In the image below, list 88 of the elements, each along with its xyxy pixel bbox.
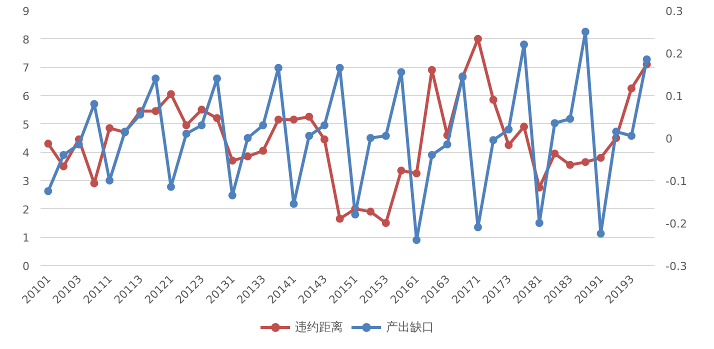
point	[351, 210, 360, 218]
point	[244, 152, 252, 160]
point	[198, 121, 206, 130]
y-tick-label: 0	[22, 260, 30, 273]
point	[627, 84, 636, 92]
point	[336, 214, 344, 223]
point	[166, 182, 175, 191]
point	[228, 156, 236, 165]
point	[581, 28, 590, 36]
point	[259, 146, 268, 155]
point	[336, 64, 344, 72]
point	[366, 134, 375, 142]
point	[520, 40, 528, 48]
point	[596, 230, 605, 238]
point	[290, 116, 298, 124]
point	[535, 219, 544, 227]
point	[642, 55, 651, 64]
legend-label: 违约距离	[295, 318, 343, 336]
point	[581, 158, 590, 166]
point	[228, 191, 236, 200]
point	[259, 121, 268, 130]
point	[412, 169, 421, 178]
point	[566, 160, 574, 169]
point	[428, 151, 436, 159]
point	[612, 128, 620, 136]
point	[182, 130, 190, 138]
point	[290, 200, 298, 208]
point	[504, 126, 513, 134]
point	[274, 64, 282, 72]
y-tick-label: 1	[22, 232, 30, 245]
y-tick-label: 2	[22, 203, 30, 216]
point	[320, 135, 328, 144]
point	[60, 162, 68, 170]
point	[320, 121, 328, 130]
point	[428, 66, 436, 74]
y-tick-label: 7	[22, 62, 30, 75]
point	[274, 116, 282, 124]
legend-label: 产出缺口	[386, 318, 434, 336]
point	[550, 150, 559, 158]
point	[566, 114, 574, 123]
point	[106, 176, 114, 184]
point	[412, 236, 421, 244]
point	[443, 140, 452, 148]
point	[106, 124, 114, 132]
point	[366, 208, 375, 216]
point	[136, 110, 144, 119]
point	[305, 112, 314, 121]
point	[152, 107, 160, 116]
point	[382, 132, 390, 140]
y2-tick-label: -0.1	[666, 175, 687, 188]
point	[44, 140, 52, 148]
y-tick-label: 6	[22, 90, 30, 103]
y-tick-label: 4	[22, 146, 30, 160]
point	[627, 132, 636, 140]
point	[74, 140, 83, 148]
point	[198, 106, 206, 114]
y2-tick-label: -0.2	[666, 218, 687, 230]
point	[182, 121, 190, 130]
y-tick-label: 9	[22, 5, 30, 18]
point	[474, 34, 482, 43]
point	[596, 154, 605, 162]
y2-tick-label: 0.3	[666, 5, 683, 18]
y-tick-label: 5	[22, 118, 30, 132]
y-tick-label: 3	[22, 175, 30, 188]
point	[504, 141, 513, 150]
point	[489, 136, 498, 144]
y-tick-label: 8	[22, 33, 30, 46]
point	[305, 132, 314, 140]
point	[382, 219, 390, 227]
y2-tick-label: 0	[666, 132, 672, 146]
point	[44, 187, 52, 196]
point	[166, 90, 175, 98]
point	[489, 96, 498, 104]
y2-tick-label: 0.1	[666, 90, 683, 103]
point	[90, 179, 98, 188]
y2-tick-label: -0.3	[666, 260, 687, 273]
point	[244, 134, 252, 142]
point	[520, 122, 528, 131]
point	[474, 223, 482, 232]
point	[60, 151, 68, 159]
point	[397, 166, 406, 175]
point	[213, 74, 222, 82]
point	[397, 68, 406, 76]
y2-tick-label: 0.2	[666, 48, 683, 60]
point	[550, 119, 559, 128]
point	[90, 100, 98, 108]
point	[152, 74, 160, 82]
point	[213, 114, 222, 122]
